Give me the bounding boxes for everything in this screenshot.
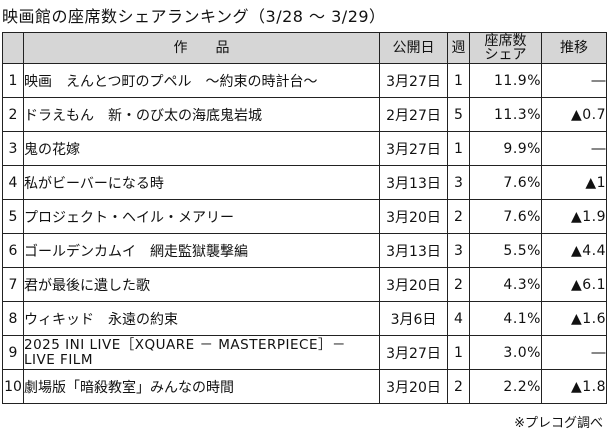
rank-cell: 1 — [2, 63, 24, 98]
trend-cell: ▲1 — [541, 165, 607, 200]
week-cell: 1 — [447, 63, 470, 98]
header-rank — [2, 32, 24, 64]
rank-cell: 6 — [2, 233, 24, 268]
release-date-cell: 3月13日 — [379, 165, 448, 200]
trend-cell: ▲0.7 — [541, 97, 607, 132]
release-date-cell: 3月6日 — [379, 301, 448, 336]
rank-cell: 8 — [2, 301, 24, 336]
ranking-table: 作 品 公開日 週 座席数 シェア 推移 1 映画 えんとつ町のプペル ～約束の時… — [2, 32, 607, 404]
header-week: 週 — [447, 32, 470, 64]
week-cell: 2 — [447, 369, 470, 404]
trend-cell: ▲1.9 — [541, 199, 607, 234]
rank-cell: 2 — [2, 97, 24, 132]
table-row: 9 2025 INI LIVE［XQUARE － MASTERPIECE］－ LI… — [2, 335, 607, 370]
release-date-cell: 3月13日 — [379, 233, 448, 268]
source-note: ※プレコグ調べ — [514, 416, 603, 431]
table-row: 4 私がビーバーになる時 3月13日 3 7.6% ▲1 — [2, 165, 607, 200]
week-cell: 4 — [447, 301, 470, 336]
trend-cell: ▲1.8 — [541, 369, 607, 404]
release-date-cell: 3月20日 — [379, 267, 448, 302]
title-cell: ウィキッド 永遠の約束 — [23, 301, 380, 336]
release-date-cell: 3月27日 — [379, 335, 448, 370]
title-cell: 君が最後に遺した歌 — [23, 267, 380, 302]
title-cell: ゴールデンカムイ 網走監獄襲撃編 — [23, 233, 380, 268]
week-cell: 2 — [447, 267, 470, 302]
table-row: 2 ドラえもん 新・のび太の海底鬼岩城 2月27日 5 11.3% ▲0.7 — [2, 97, 607, 132]
title-cell: プロジェクト・ヘイル・メアリー — [23, 199, 380, 234]
seat-share-cell: 4.1% — [469, 301, 542, 336]
header-title: 作 品 — [23, 32, 380, 64]
seat-share-cell: 3.0% — [469, 335, 542, 370]
seat-share-cell: 7.6% — [469, 199, 542, 234]
rank-cell: 5 — [2, 199, 24, 234]
header-release-date: 公開日 — [379, 32, 448, 64]
title-cell: 2025 INI LIVE［XQUARE － MASTERPIECE］－ LIV… — [23, 335, 380, 370]
week-cell: 3 — [447, 233, 470, 268]
release-date-cell: 2月27日 — [379, 97, 448, 132]
release-date-cell: 3月20日 — [379, 199, 448, 234]
trend-cell: ▲1.6 — [541, 301, 607, 336]
seat-share-cell: 7.6% — [469, 165, 542, 200]
week-cell: 2 — [447, 199, 470, 234]
seat-share-cell: 9.9% — [469, 131, 542, 166]
seat-share-cell: 11.3% — [469, 97, 542, 132]
rank-cell: 3 — [2, 131, 24, 166]
header-seat-share-label: 座席数 シェア — [484, 33, 527, 63]
ranking-title: 映画館の座席数シェアランキング（3/28 ～ 3/29） — [2, 7, 386, 26]
title-cell: 映画 えんとつ町のプペル ～約束の時計台～ — [23, 63, 380, 98]
header-seat-share: 座席数 シェア — [469, 32, 542, 64]
trend-cell: ▲6.1 — [541, 267, 607, 302]
release-date-cell: 3月27日 — [379, 131, 448, 166]
week-cell: 3 — [447, 165, 470, 200]
title-cell: 劇場版「暗殺教室」みんなの時間 — [23, 369, 380, 404]
trend-cell: ▲4.4 — [541, 233, 607, 268]
rank-cell: 7 — [2, 267, 24, 302]
table-row: 1 映画 えんとつ町のプペル ～約束の時計台～ 3月27日 1 11.9% ― — [2, 63, 607, 98]
seat-share-cell: 5.5% — [469, 233, 542, 268]
rank-cell: 10 — [2, 369, 24, 404]
release-date-cell: 3月27日 — [379, 63, 448, 98]
trend-cell: ― — [541, 335, 607, 370]
table-row: 8 ウィキッド 永遠の約束 3月6日 4 4.1% ▲1.6 — [2, 301, 607, 336]
week-cell: 1 — [447, 131, 470, 166]
trend-cell: ― — [541, 63, 607, 98]
seat-share-cell: 2.2% — [469, 369, 542, 404]
table-row: 7 君が最後に遺した歌 3月20日 2 4.3% ▲6.1 — [2, 267, 607, 302]
table-row: 5 プロジェクト・ヘイル・メアリー 3月20日 2 7.6% ▲1.9 — [2, 199, 607, 234]
header-trend: 推移 — [541, 32, 607, 64]
rank-cell: 4 — [2, 165, 24, 200]
rank-cell: 9 — [2, 335, 24, 370]
table-header-row: 作 品 公開日 週 座席数 シェア 推移 — [2, 32, 607, 64]
title-cell: 鬼の花嫁 — [23, 131, 380, 166]
seat-share-cell: 11.9% — [469, 63, 542, 98]
release-date-cell: 3月20日 — [379, 369, 448, 404]
table-row: 6 ゴールデンカムイ 網走監獄襲撃編 3月13日 3 5.5% ▲4.4 — [2, 233, 607, 268]
table-row: 10 劇場版「暗殺教室」みんなの時間 3月20日 2 2.2% ▲1.8 — [2, 369, 607, 404]
title-cell: 私がビーバーになる時 — [23, 165, 380, 200]
title-cell: ドラえもん 新・のび太の海底鬼岩城 — [23, 97, 380, 132]
week-cell: 5 — [447, 97, 470, 132]
week-cell: 1 — [447, 335, 470, 370]
trend-cell: ― — [541, 131, 607, 166]
seat-share-cell: 4.3% — [469, 267, 542, 302]
table-row: 3 鬼の花嫁 3月27日 1 9.9% ― — [2, 131, 607, 166]
